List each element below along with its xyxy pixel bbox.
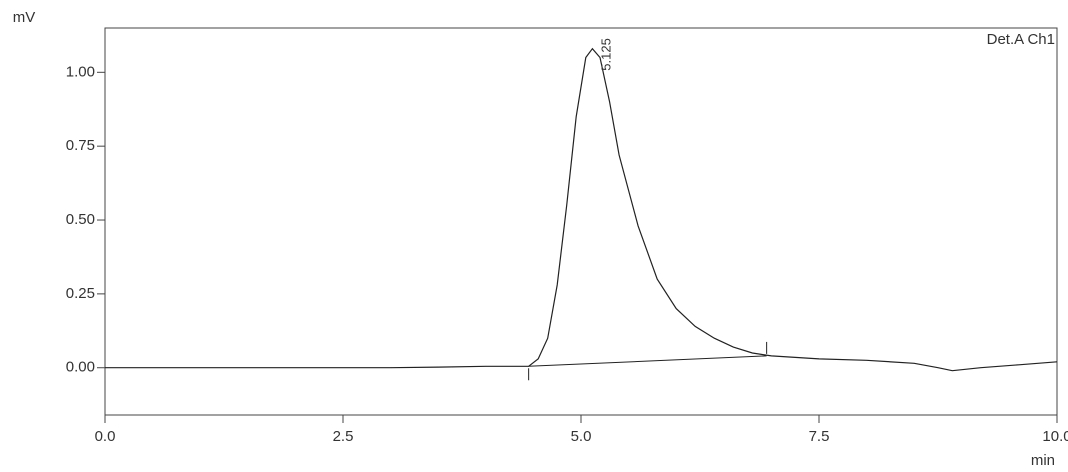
peak-label: 5.125 <box>598 38 613 71</box>
x-tick-label: 2.5 <box>333 428 354 445</box>
baseline-line <box>529 356 767 366</box>
x-tick-label: 10.0 <box>1042 428 1068 445</box>
x-tick-label: 5.0 <box>571 428 592 445</box>
y-tick-label: 1.00 <box>66 63 95 80</box>
y-axis-label: mV <box>13 9 36 26</box>
y-tick-label: 0.75 <box>66 137 95 154</box>
signal-line <box>105 49 1057 371</box>
x-tick-label: 0.0 <box>95 428 116 445</box>
detector-label: Det.A Ch1 <box>987 31 1055 48</box>
y-tick-label: 0.50 <box>66 211 95 228</box>
chart: mV min Det.A Ch1 0.00 0.25 0.50 0.75 1.00 0.0… <box>0 0 1068 472</box>
y-tick-label: 0.25 <box>66 285 95 302</box>
x-tick-label: 7.5 <box>809 428 830 445</box>
y-tick-label: 0.00 <box>66 359 95 376</box>
x-axis-label: min <box>1031 452 1055 469</box>
